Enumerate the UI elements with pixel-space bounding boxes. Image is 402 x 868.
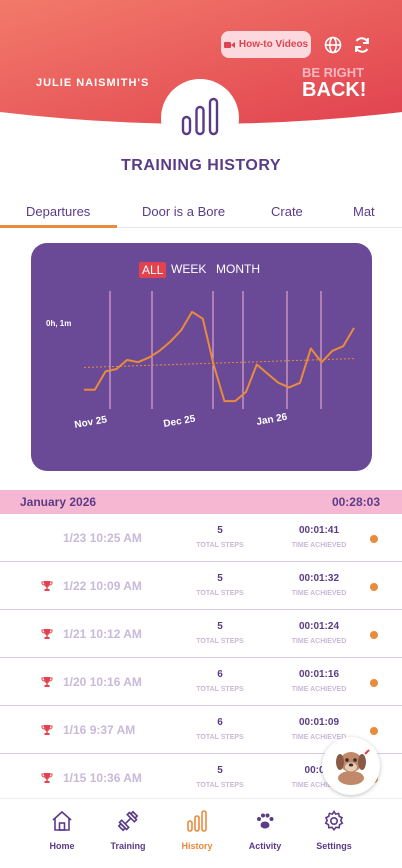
dog-icon <box>336 749 370 785</box>
bottom-navigation: Home Training History Activity Settings <box>0 798 402 868</box>
time-achieved-value: 00:01: <box>304 765 334 776</box>
time-achieved-value: 00:01:32 <box>298 573 340 584</box>
month-total-time: 00:28:03 <box>331 495 380 509</box>
trendline <box>83 358 355 368</box>
history-bars-icon <box>187 810 207 832</box>
dog-assistant-button[interactable] <box>322 737 380 795</box>
total-steps-caption: TOTAL STEPS <box>196 782 244 789</box>
time-achieved-value: 00:01:24 <box>298 621 340 632</box>
history-row[interactable]: 1/21 10:12 AM 5 TOTAL STEPS 00:01:24 TIM… <box>0 610 402 658</box>
total-steps-value: 5 <box>217 621 223 632</box>
status-dot <box>370 535 378 543</box>
time-achieved-caption: TIME ACHIEVED <box>291 542 347 549</box>
how-to-videos-button[interactable]: How-to Videos <box>221 31 311 58</box>
session-date: 1/16 9:37 AM <box>63 723 136 737</box>
range-all-button[interactable]: ALL <box>139 262 167 278</box>
status-dot <box>370 679 378 687</box>
time-achieved-value: 00:01:16 <box>298 669 340 680</box>
total-steps-value: 5 <box>217 765 223 776</box>
history-row[interactable]: 1/23 10:25 AM 5 TOTAL STEPS 00:01:41 TIM… <box>0 514 402 562</box>
history-row[interactable]: 1/22 10:09 AM 5 TOTAL STEPS 00:01:32 TIM… <box>0 562 402 610</box>
series-line <box>84 310 355 403</box>
x-tick-label: Dec 25 <box>163 413 197 430</box>
line-chart: 0h, 1m Nov 25 Dec 25 Jan 26 <box>46 291 355 431</box>
total-steps-caption: TOTAL STEPS <box>196 590 244 597</box>
app-header: How-to Videos JULIE NAISMITH'S BE RIGHT … <box>0 0 402 130</box>
total-steps-caption: TOTAL STEPS <box>196 542 244 549</box>
owner-label: JULIE NAISMITH'S <box>36 77 150 89</box>
nav-settings-label: Settings <box>316 841 352 851</box>
trophy-icon <box>41 675 53 687</box>
time-achieved-caption: TIME ACHIEVED <box>291 782 347 789</box>
total-steps-value: 5 <box>217 573 223 584</box>
active-tab-indicator <box>0 225 117 228</box>
session-date: 1/20 10:16 AM <box>63 675 142 689</box>
range-week-button[interactable]: WEEK <box>171 262 207 276</box>
globe-icon[interactable] <box>323 35 343 55</box>
status-dot <box>370 727 378 735</box>
nav-training[interactable]: Training <box>93 809 163 851</box>
total-steps-caption: TOTAL STEPS <box>196 686 244 693</box>
gear-icon <box>324 809 344 831</box>
trophy-icon <box>41 723 53 735</box>
session-date: 1/23 10:25 AM <box>63 531 142 545</box>
paw-icon <box>257 813 274 829</box>
nav-activity-label: Activity <box>248 841 282 851</box>
nav-activity[interactable]: Activity <box>230 809 300 851</box>
exercise-tabs: Departures Door is a Bore Crate Mat <box>0 196 402 228</box>
logo-line2: BACK! <box>302 79 367 101</box>
total-steps-caption: TOTAL STEPS <box>196 734 244 741</box>
page-title: TRAINING HISTORY <box>120 157 281 174</box>
time-achieved-caption: TIME ACHIEVED <box>291 734 347 741</box>
session-date: 1/15 10:36 AM <box>63 771 142 785</box>
range-month-button[interactable]: MONTH <box>216 262 260 276</box>
total-steps-value: 6 <box>217 717 223 728</box>
total-steps-value: 6 <box>217 669 223 680</box>
total-steps-value: 5 <box>217 525 223 536</box>
tab-mat[interactable]: Mat <box>353 204 375 219</box>
history-bars-icon <box>181 97 219 136</box>
history-chart-card: ALL WEEK MONTH 0h, 1m Nov 25 Dec 25 Jan 26 <box>31 243 372 471</box>
x-tick-label: Jan 26 <box>256 412 289 428</box>
tab-door-is-a-bore[interactable]: Door is a Bore <box>142 204 226 219</box>
history-badge <box>161 79 239 157</box>
nav-history-label: History <box>181 841 213 851</box>
time-achieved-caption: TIME ACHIEVED <box>291 638 347 645</box>
nav-training-label: Training <box>110 841 146 851</box>
home-icon <box>52 810 72 831</box>
time-achieved-value: 00:01:41 <box>298 525 340 536</box>
trophy-icon <box>41 579 53 591</box>
trophy-icon <box>41 627 53 639</box>
video-camera-icon <box>223 41 235 49</box>
logo-line1: BE RIGHT <box>302 65 365 80</box>
dumbbell-icon <box>117 810 139 832</box>
how-to-videos-label: How-to Videos <box>238 39 309 50</box>
tab-crate[interactable]: Crate <box>271 204 303 219</box>
session-date: 1/21 10:12 AM <box>63 627 142 641</box>
nav-home-label: Home <box>49 841 75 851</box>
refresh-icon[interactable] <box>352 35 372 55</box>
session-date: 1/22 10:09 AM <box>63 579 142 593</box>
month-header: January 2026 00:28:03 <box>0 490 402 514</box>
nav-settings[interactable]: Settings <box>299 809 369 851</box>
total-steps-caption: TOTAL STEPS <box>196 638 244 645</box>
status-dot <box>370 583 378 591</box>
time-achieved-caption: TIME ACHIEVED <box>291 590 347 597</box>
tab-departures[interactable]: Departures <box>26 204 91 219</box>
history-row[interactable]: 1/20 10:16 AM 6 TOTAL STEPS 00:01:16 TIM… <box>0 658 402 706</box>
time-achieved-caption: TIME ACHIEVED <box>291 686 347 693</box>
nav-history[interactable]: History <box>162 809 232 851</box>
nav-home[interactable]: Home <box>27 809 97 851</box>
time-achieved-value: 00:01:09 <box>298 717 340 728</box>
y-tick-label: 0h, 1m <box>46 319 71 328</box>
be-right-back-logo: BE RIGHT BACK! <box>302 65 372 101</box>
trophy-icon <box>41 771 53 783</box>
month-label: January 2026 <box>20 495 97 509</box>
status-dot <box>370 631 378 639</box>
x-tick-label: Nov 25 <box>74 414 109 431</box>
